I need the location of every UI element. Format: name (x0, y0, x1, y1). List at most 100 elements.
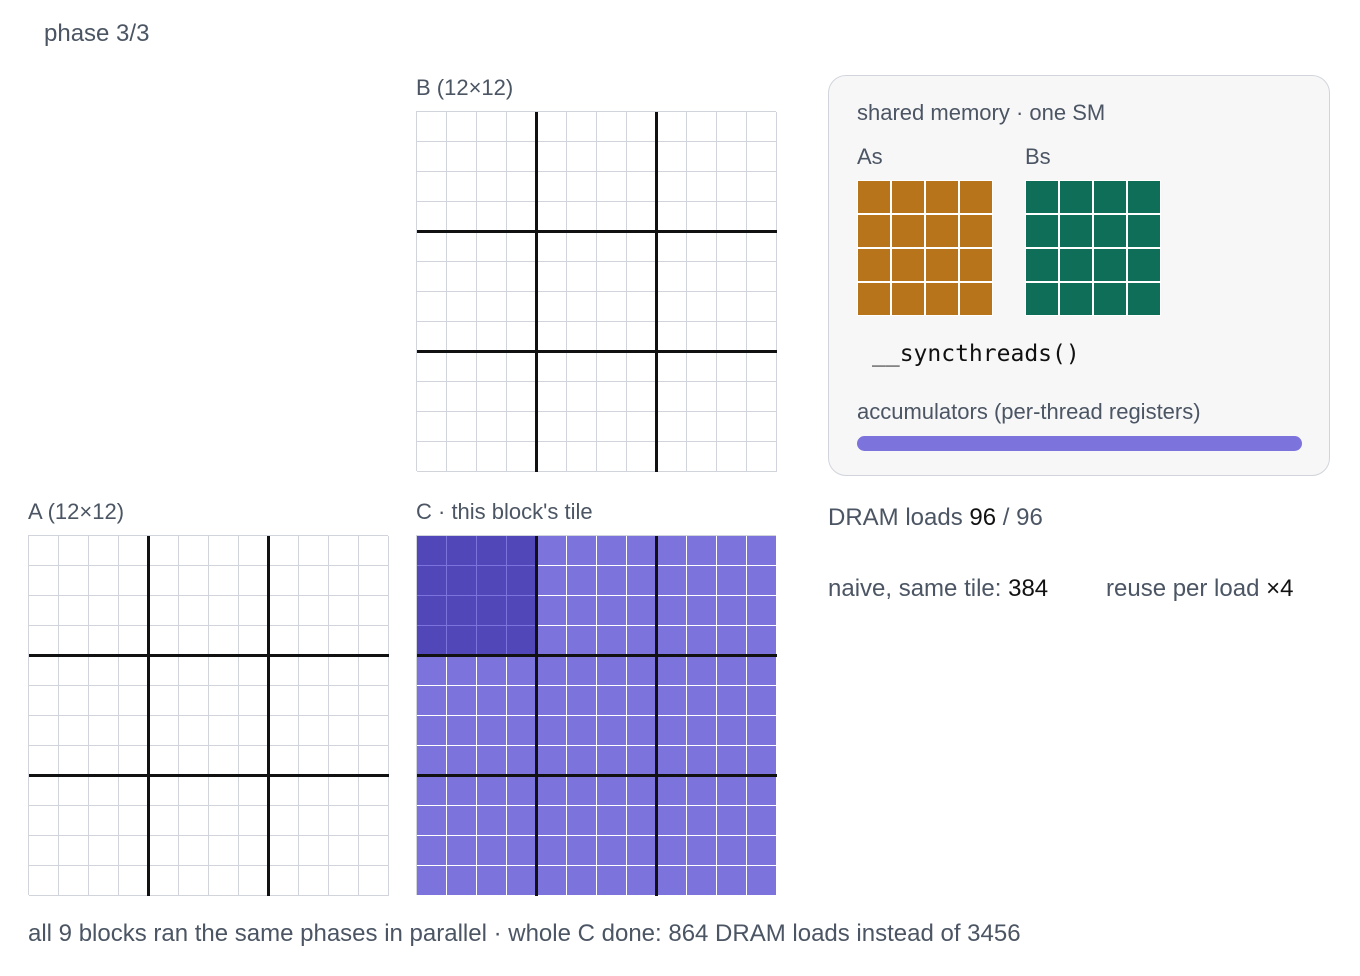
matrix-cell (477, 202, 507, 232)
matrix-cell (417, 536, 447, 566)
matrix-cell (627, 566, 657, 596)
matrix-cell (507, 686, 537, 716)
matrix-cell (209, 596, 239, 626)
matrix-cell (299, 536, 329, 566)
matrix-cell (269, 836, 299, 866)
matrix-cell (179, 836, 209, 866)
matrix-cell (597, 202, 627, 232)
shared-tile-cell (1059, 180, 1093, 214)
matrix-cell (477, 442, 507, 472)
matrix-cell (507, 352, 537, 382)
matrix-cell (627, 322, 657, 352)
dram-loads-label: DRAM loads (828, 504, 970, 531)
matrix-cell (447, 292, 477, 322)
matrix-cell (717, 776, 747, 806)
matrix-cell (417, 382, 447, 412)
matrix-cell (179, 596, 209, 626)
matrix-cell (447, 112, 477, 142)
matrix-cell (477, 412, 507, 442)
matrix-cell (627, 776, 657, 806)
matrix-cell (507, 746, 537, 776)
matrix-cell (417, 232, 447, 262)
matrix-cell (179, 566, 209, 596)
shared-memory-title: shared memory · one SM (857, 100, 1106, 125)
matrix-cell (59, 716, 89, 746)
matrix-cell (657, 382, 687, 412)
tile-boundary-line (417, 654, 777, 657)
matrix-cell (417, 686, 447, 716)
matrix-cell (477, 142, 507, 172)
tile-boundary-line (417, 350, 777, 353)
matrix-cell (687, 716, 717, 746)
matrix-cell (29, 686, 59, 716)
matrix-cell (89, 776, 119, 806)
matrix-cell (359, 776, 389, 806)
matrix-cell (447, 716, 477, 746)
matrix-cell (179, 536, 209, 566)
shared-tile-cell (959, 180, 993, 214)
matrix-cell (149, 566, 179, 596)
shared-tile-cell (925, 180, 959, 214)
matrix-cell (239, 566, 269, 596)
matrix-cell (687, 776, 717, 806)
matrix-cell (477, 262, 507, 292)
matrix-cell (329, 626, 359, 656)
matrix-cell (567, 232, 597, 262)
matrix-cell (299, 626, 329, 656)
shared-tile-cell (1059, 282, 1093, 316)
shared-tile-cell (1127, 214, 1161, 248)
matrix-cell (537, 596, 567, 626)
matrix-cell (329, 746, 359, 776)
naive-value: 384 (1008, 575, 1049, 602)
matrix-a-label: A (12×12) (28, 499, 125, 524)
shared-tile-cell (891, 248, 925, 282)
shared-tile-cell (1093, 282, 1127, 316)
matrix-cell (417, 352, 447, 382)
matrix-cell (417, 776, 447, 806)
matrix-cell (477, 322, 507, 352)
matrix-cell (269, 746, 299, 776)
matrix-cell (627, 596, 657, 626)
matrix-cell (687, 806, 717, 836)
shared-tile-cell (857, 282, 891, 316)
shared-tile-cell (857, 180, 891, 214)
matrix-cell (359, 686, 389, 716)
matrix-cell (269, 866, 299, 896)
shared-tile-cell (1127, 248, 1161, 282)
matrix-cell (359, 866, 389, 896)
matrix-cell (359, 656, 389, 686)
matrix-cell (417, 442, 447, 472)
matrix-cell (89, 536, 119, 566)
matrix-cell (269, 686, 299, 716)
matrix-cell (687, 686, 717, 716)
matrix-cell (537, 626, 567, 656)
matrix-cell (239, 686, 269, 716)
matrix-cell (657, 686, 687, 716)
matrix-cell (597, 626, 627, 656)
matrix-cell (717, 566, 747, 596)
matrix-cell (687, 202, 717, 232)
matrix-cell (597, 716, 627, 746)
matrix-cell (359, 536, 389, 566)
matrix-cell (209, 836, 239, 866)
matrix-cell (597, 836, 627, 866)
matrix-cell (687, 596, 717, 626)
matrix-cell (447, 746, 477, 776)
matrix-cell (507, 172, 537, 202)
matrix-cell (329, 596, 359, 626)
matrix-cell (477, 352, 507, 382)
matrix-cell (59, 626, 89, 656)
matrix-cell (567, 262, 597, 292)
matrix-cell (239, 866, 269, 896)
matrix-cell (537, 202, 567, 232)
matrix-cell (477, 656, 507, 686)
matrix-cell (537, 172, 567, 202)
shared-tile-cell (1025, 248, 1059, 282)
matrix-cell (537, 112, 567, 142)
matrix-cell (537, 232, 567, 262)
matrix-cell (179, 716, 209, 746)
matrix-cell (657, 322, 687, 352)
matrix-cell (149, 716, 179, 746)
matrix-cell (239, 746, 269, 776)
matrix-cell (119, 536, 149, 566)
